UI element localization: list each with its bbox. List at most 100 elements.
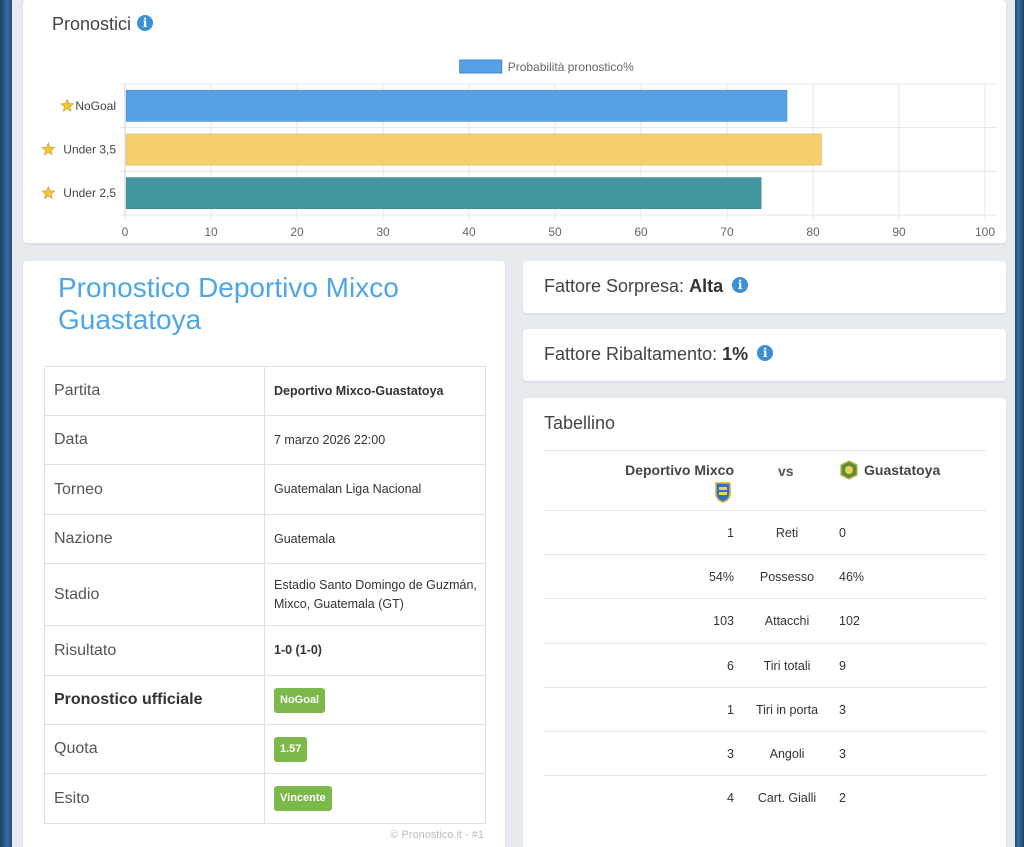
info-icon[interactable]: i	[757, 345, 774, 362]
home-stat: 1	[727, 526, 734, 540]
category-label: NoGoal	[75, 99, 116, 113]
stat-row: 4 Cart. Gialli 2	[544, 776, 986, 820]
row-label: Quota	[44, 724, 265, 774]
legend-swatch	[459, 59, 503, 74]
match-details-table: Partita Deportivo Mixco-Guastatoya Data …	[44, 366, 486, 824]
stats-title: Tabellino	[544, 413, 616, 433]
away-stat: 9	[839, 658, 846, 673]
result-value: 1-0 (1-0)	[264, 625, 486, 676]
stat-name: Cart. Gialli	[757, 791, 817, 806]
stadium-value: Estadio Santo Domingo de Guzmán, Mixco, …	[264, 563, 486, 626]
stat-name: Possesso	[759, 570, 815, 585]
stat-name: Tiri totali	[763, 658, 811, 673]
surprise-factor-card: Fattore Sorpresa: Alta i	[523, 261, 1006, 313]
stat-name: Angoli	[769, 746, 805, 761]
home-stat: 6	[727, 658, 734, 673]
info-icon[interactable]: i	[137, 15, 154, 32]
row-label: Torneo	[44, 464, 265, 515]
reversal-value: 1%	[722, 344, 749, 364]
stat-row: 54% Possesso 46%	[544, 555, 986, 600]
match-title: Pronostico Deportivo Mixco Guastatoya	[58, 272, 399, 335]
away-stat: 2	[839, 791, 846, 806]
x-tick-label: 80	[806, 225, 820, 239]
stat-name: Tiri in porta	[755, 702, 819, 717]
away-stat: 0	[839, 526, 846, 540]
surprise-value: Alta	[689, 276, 724, 296]
home-stat: 3	[727, 746, 734, 761]
date-value: 7 marzo 2026 22:00	[264, 415, 486, 465]
vs-label: vs	[778, 463, 794, 479]
x-tick-label: 70	[720, 225, 734, 239]
row-label: Pronostico ufficiale	[44, 675, 265, 725]
page-background-right	[1015, 0, 1024, 847]
stats-list: 1 Reti 0 54% Possesso 46% 103 Attacchi 1…	[544, 511, 986, 820]
stats-header: Deportivo Mixco vs Guastatoya	[544, 450, 986, 511]
reversal-factor: Fattore Ribaltamento: 1% i	[544, 344, 774, 365]
table-row: Data 7 marzo 2026 22:00	[44, 415, 486, 465]
x-tick-label: 0	[122, 225, 129, 239]
away-stat: 3	[839, 746, 846, 761]
away-team[interactable]: Guastatoya	[839, 460, 940, 480]
x-tick-label: 100	[975, 225, 995, 239]
row-label: Partita	[44, 366, 265, 416]
reversal-factor-card: Fattore Ribaltamento: 1% i	[523, 329, 1006, 381]
stat-row: 103 Attacchi 102	[544, 599, 986, 644]
odds-badge: 1.57	[274, 736, 308, 762]
x-tick-label: 50	[548, 225, 562, 239]
outcome-badge: Vincente	[274, 786, 332, 811]
away-team-name: Guastatoya	[864, 462, 941, 478]
away-stat: 102	[839, 614, 860, 629]
x-tick-label: 60	[634, 225, 648, 239]
row-label: Risultato	[44, 625, 265, 676]
bar	[125, 176, 762, 210]
row-label: Stadio	[44, 563, 265, 626]
official-prediction-badge: NoGoal	[274, 687, 326, 713]
stat-row: 1 Reti 0	[544, 511, 986, 556]
table-row: Quota 1.57	[44, 724, 486, 774]
category-label: Under 2,5	[63, 186, 116, 200]
legend-label: Probabilità pronostico%	[508, 60, 634, 74]
team-crest-icon	[715, 482, 731, 503]
table-row: Nazione Guatemala	[44, 514, 486, 564]
predictions-title: Pronostici i	[52, 14, 154, 35]
predictions-chart-card: 0 10 20 30 40 50 60 70 80 90 100 NoGoal Under 3,5 Und…	[23, 0, 1006, 243]
home-stat: 54%	[708, 570, 734, 585]
info-icon[interactable]: i	[732, 277, 749, 294]
category-label: Under 3,5	[63, 143, 116, 157]
table-row: Pronostico ufficiale NoGoal	[44, 675, 486, 725]
home-team-name[interactable]: Deportivo Mixco	[625, 462, 734, 478]
predictions-title-text: Pronostici	[52, 14, 132, 34]
star-icon	[41, 142, 56, 156]
star-icon	[41, 185, 56, 200]
reversal-label: Fattore Ribaltamento:	[544, 344, 718, 364]
row-label: Esito	[44, 773, 265, 824]
home-stat: 4	[727, 791, 734, 806]
star-icon	[60, 98, 75, 112]
x-tick-label: 10	[204, 225, 218, 239]
row-label: Data	[44, 415, 265, 465]
match-details-card: Pronostico Deportivo Mixco Guastatoya Pa…	[23, 261, 505, 847]
tournament-value: Guatemalan Liga Nacional	[264, 464, 486, 515]
team-crest-icon	[840, 460, 858, 480]
table-row: Torneo Guatemalan Liga Nacional	[44, 464, 486, 515]
bar	[125, 133, 823, 166]
stat-row: 3 Angoli 3	[544, 732, 986, 777]
stats-card: Tabellino Deportivo Mixco vs Guastatoya …	[523, 398, 1006, 847]
bar	[125, 89, 788, 123]
away-stat: 46%	[839, 570, 865, 585]
x-tick-label: 40	[462, 225, 476, 239]
table-row: Esito Vincente	[44, 773, 486, 824]
table-row: Risultato 1-0 (1-0)	[44, 625, 486, 676]
surprise-label: Fattore Sorpresa:	[544, 276, 685, 296]
stat-name: Attacchi	[764, 614, 810, 629]
country-value: Guatemala	[264, 514, 486, 564]
home-stat: 103	[713, 614, 734, 629]
table-row: Stadio Estadio Santo Domingo de Guzmán, …	[44, 563, 486, 626]
x-tick-label: 90	[892, 225, 906, 239]
stat-name: Reti	[775, 526, 799, 540]
predictions-chart: 0 10 20 30 40 50 60 70 80 90 100 NoGoal Under 3,5 Und…	[41, 59, 997, 239]
match-value: Deportivo Mixco-Guastatoya	[264, 366, 486, 416]
page-background-left	[0, 0, 12, 847]
row-label: Nazione	[44, 514, 265, 564]
copyright-text: © Pronostico.it - #1	[390, 829, 484, 841]
